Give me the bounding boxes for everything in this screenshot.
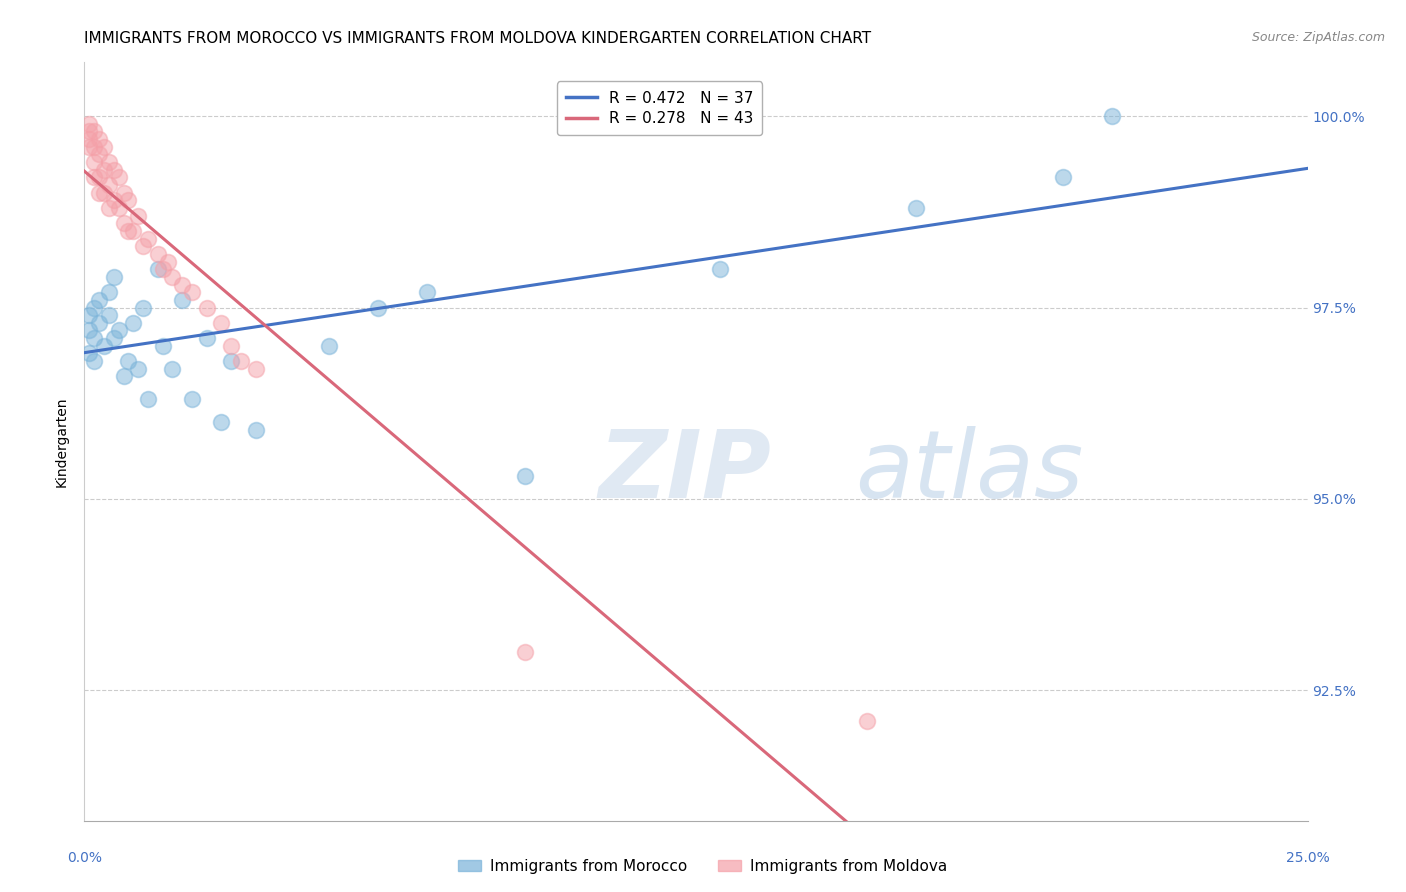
Point bbox=[93, 139, 115, 153]
Point bbox=[195, 301, 218, 315]
Point bbox=[219, 339, 242, 353]
Point bbox=[83, 301, 105, 315]
Point bbox=[77, 324, 100, 338]
Legend: Immigrants from Morocco, Immigrants from Moldova: Immigrants from Morocco, Immigrants from… bbox=[453, 853, 953, 880]
Point bbox=[117, 224, 139, 238]
Point bbox=[1101, 109, 1123, 123]
Point bbox=[513, 469, 536, 483]
Point bbox=[93, 162, 115, 177]
Point bbox=[127, 209, 149, 223]
Point bbox=[195, 331, 218, 345]
Point bbox=[146, 247, 169, 261]
Point bbox=[117, 194, 139, 208]
Point bbox=[83, 124, 105, 138]
Point bbox=[103, 194, 125, 208]
Text: 25.0%: 25.0% bbox=[1285, 851, 1330, 865]
Point bbox=[172, 277, 194, 292]
Point bbox=[367, 301, 389, 315]
Point bbox=[83, 331, 105, 345]
Text: atlas: atlas bbox=[855, 426, 1083, 517]
Point bbox=[87, 170, 110, 185]
Y-axis label: Kindergarten: Kindergarten bbox=[55, 396, 69, 487]
Point bbox=[122, 316, 145, 330]
Point bbox=[103, 162, 125, 177]
Point bbox=[97, 178, 120, 192]
Point bbox=[97, 155, 120, 169]
Point bbox=[513, 645, 536, 659]
Point bbox=[83, 170, 105, 185]
Point bbox=[112, 186, 135, 200]
Point bbox=[905, 201, 928, 215]
Point bbox=[209, 316, 232, 330]
Point bbox=[77, 124, 100, 138]
Point bbox=[87, 132, 110, 146]
Point bbox=[103, 331, 125, 345]
Point bbox=[87, 186, 110, 200]
Point bbox=[162, 269, 184, 284]
Point bbox=[136, 392, 159, 407]
Point bbox=[181, 392, 204, 407]
Point bbox=[83, 139, 105, 153]
Legend: R = 0.472   N = 37, R = 0.278   N = 43: R = 0.472 N = 37, R = 0.278 N = 43 bbox=[557, 81, 762, 135]
Point bbox=[318, 339, 340, 353]
Text: IMMIGRANTS FROM MOROCCO VS IMMIGRANTS FROM MOLDOVA KINDERGARTEN CORRELATION CHAR: IMMIGRANTS FROM MOROCCO VS IMMIGRANTS FR… bbox=[84, 31, 872, 46]
Point bbox=[1052, 170, 1074, 185]
Point bbox=[77, 139, 100, 153]
Point bbox=[107, 170, 129, 185]
Point bbox=[93, 186, 115, 200]
Point bbox=[93, 339, 115, 353]
Point bbox=[127, 361, 149, 376]
Point bbox=[152, 339, 174, 353]
Point bbox=[146, 262, 169, 277]
Point bbox=[245, 361, 267, 376]
Point bbox=[77, 346, 100, 360]
Point bbox=[229, 354, 252, 368]
Point bbox=[181, 285, 204, 300]
Point bbox=[172, 293, 194, 307]
Point bbox=[103, 269, 125, 284]
Point bbox=[107, 324, 129, 338]
Point bbox=[87, 316, 110, 330]
Point bbox=[152, 262, 174, 277]
Point bbox=[83, 354, 105, 368]
Point bbox=[107, 201, 129, 215]
Point bbox=[77, 117, 100, 131]
Text: Source: ZipAtlas.com: Source: ZipAtlas.com bbox=[1251, 31, 1385, 45]
Point bbox=[132, 301, 155, 315]
Point bbox=[87, 293, 110, 307]
Point bbox=[117, 354, 139, 368]
Point bbox=[416, 285, 439, 300]
Point bbox=[219, 354, 242, 368]
Point bbox=[132, 239, 155, 253]
Point bbox=[112, 369, 135, 384]
Point bbox=[209, 416, 232, 430]
Point bbox=[245, 423, 267, 437]
Point bbox=[856, 714, 879, 728]
Point bbox=[77, 132, 100, 146]
Point bbox=[97, 201, 120, 215]
Point bbox=[709, 262, 731, 277]
Point bbox=[77, 308, 100, 322]
Point bbox=[97, 285, 120, 300]
Point bbox=[136, 231, 159, 245]
Text: ZIP: ZIP bbox=[598, 425, 770, 518]
Point bbox=[87, 147, 110, 161]
Point bbox=[156, 254, 179, 268]
Point bbox=[162, 361, 184, 376]
Point bbox=[83, 155, 105, 169]
Point bbox=[122, 224, 145, 238]
Point bbox=[112, 216, 135, 230]
Text: 0.0%: 0.0% bbox=[67, 851, 101, 865]
Point bbox=[97, 308, 120, 322]
